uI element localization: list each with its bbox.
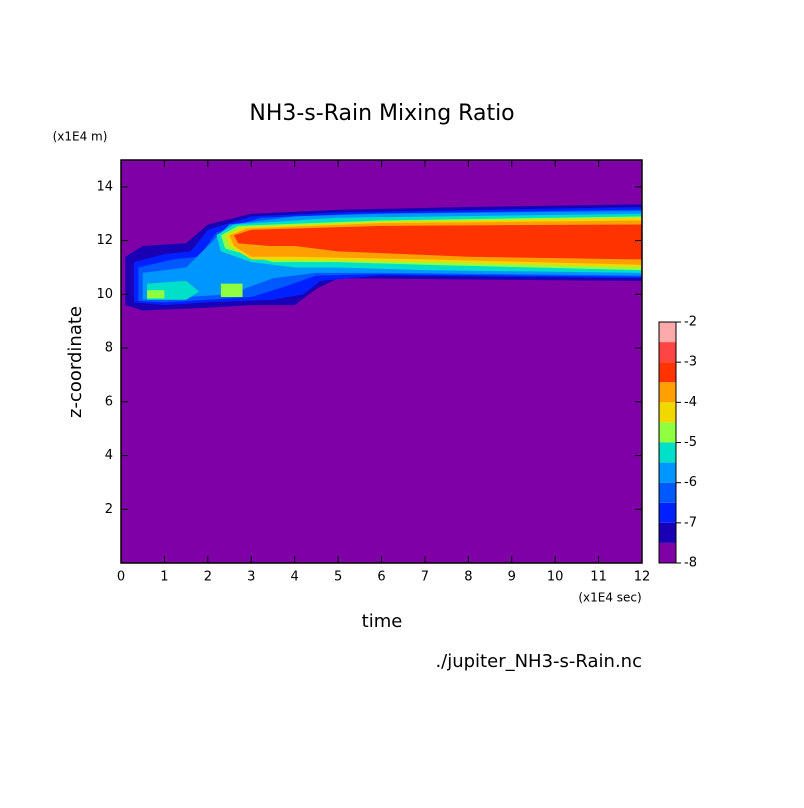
- colorbar-tick-label: -2: [684, 315, 697, 330]
- x-axis-label: time: [362, 611, 403, 632]
- colorbar-band: [659, 382, 676, 403]
- x-tick-label: 1: [160, 570, 168, 585]
- colorbar-band: [659, 342, 676, 363]
- y-axis-label: z-coordinate: [65, 306, 86, 418]
- y-tick-label: 14: [96, 179, 113, 194]
- x-tick-label: 4: [291, 570, 299, 585]
- colorbar-tick-label: -3: [684, 355, 697, 370]
- colorbar-band: [659, 502, 676, 523]
- y-unit: (x1E4 m): [53, 130, 108, 144]
- colorbar-band: [659, 542, 676, 563]
- colorbar-tick-label: -4: [684, 395, 697, 410]
- colorbar-band: [659, 422, 676, 443]
- y-tick-label: 12: [96, 233, 113, 248]
- x-unit: (x1E4 sec): [578, 591, 641, 605]
- colorbar-band: [659, 442, 676, 463]
- colorbar-tick-label: -7: [684, 515, 697, 530]
- colorbar-band: [659, 462, 676, 483]
- source-label: ./jupiter_NH3-s-Rain.nc: [435, 651, 642, 672]
- y-tick-label: 2: [105, 502, 113, 517]
- x-tick-label: 5: [334, 570, 342, 585]
- y-tick-label: 10: [96, 287, 113, 302]
- colorbar-band: [659, 522, 676, 543]
- x-tick-label: 7: [421, 570, 429, 585]
- chart-title: NH3-s-Rain Mixing Ratio: [249, 101, 514, 126]
- colorbar-band: [659, 322, 676, 343]
- contour-region: [233, 224, 642, 260]
- x-tick-label: 3: [247, 570, 255, 585]
- colorbar-tick-label: -6: [684, 475, 697, 490]
- x-tick-label: 10: [547, 570, 564, 585]
- x-tick-label: 6: [377, 570, 385, 585]
- colorbar-band: [659, 402, 676, 423]
- x-tick-label: 0: [117, 570, 125, 585]
- colorbar-band: [659, 482, 676, 503]
- colorbar-tick-label: -8: [684, 556, 697, 571]
- contour-region: [220, 283, 243, 298]
- x-tick-label: 8: [464, 570, 472, 585]
- colorbar-tick-label: -5: [684, 435, 697, 450]
- y-tick-label: 4: [105, 448, 113, 463]
- x-tick-label: 11: [590, 570, 607, 585]
- colorbar-band: [659, 362, 676, 383]
- y-tick-label: 8: [105, 341, 113, 356]
- y-tick-label: 6: [105, 394, 113, 409]
- x-tick-label: 12: [634, 570, 651, 585]
- x-tick-label: 2: [204, 570, 212, 585]
- x-tick-label: 9: [508, 570, 516, 585]
- contour-region: [147, 290, 165, 299]
